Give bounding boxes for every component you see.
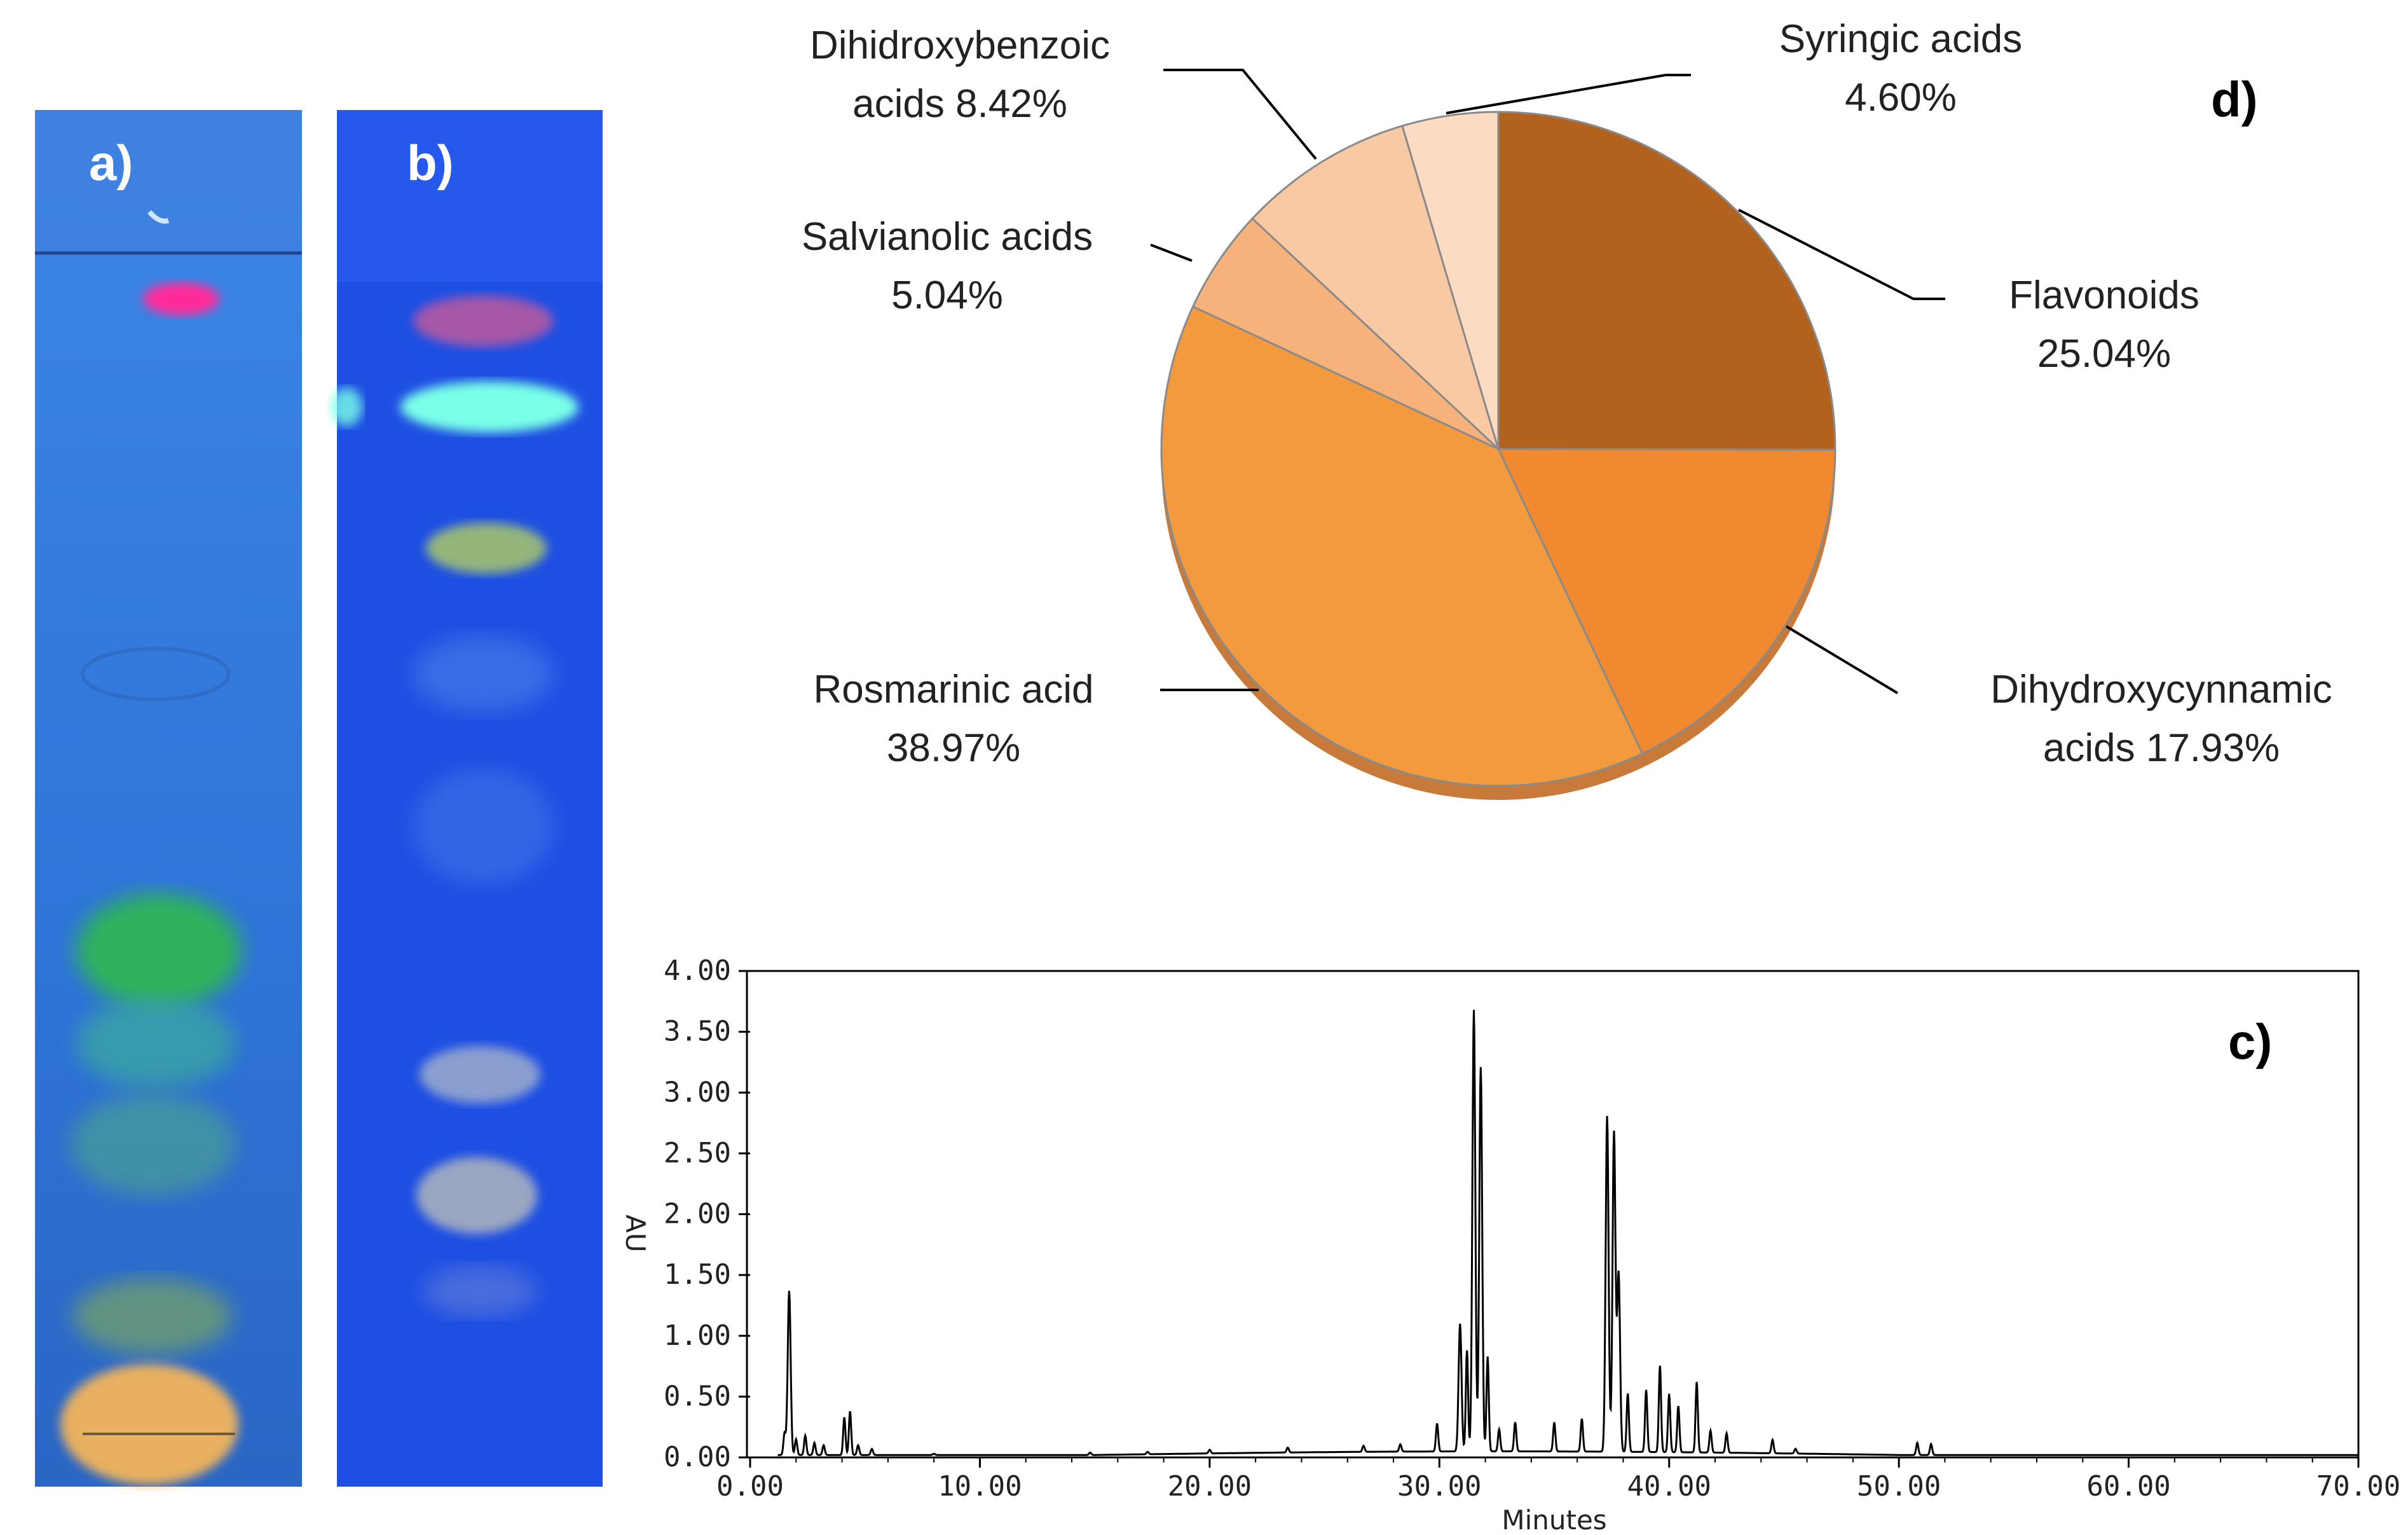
pie-leader-line (1150, 244, 1193, 262)
pie-label: Dihydroxycynnamic acids 17.93% (1990, 668, 2332, 770)
y-tick-label: 2.00 (664, 1198, 731, 1230)
plate-b-spot-faint-1 (413, 636, 553, 712)
plate-a-spot-olive (73, 1278, 232, 1354)
plate-a-spot-pink (143, 282, 219, 315)
plate-b-spot-cyan-edge (331, 388, 362, 426)
plate-b-spot-pink (413, 296, 553, 347)
y-axis-title: AU (620, 1215, 651, 1252)
plate-a-spot-green (76, 893, 242, 1008)
pie-label: Salvianolic acids 5.04% (802, 215, 1093, 317)
pie-slice-rosmarinic-acid (1160, 305, 1644, 787)
x-tick-label: 30.00 (1397, 1470, 1481, 1503)
panel-c-label: c) (2228, 1014, 2272, 1070)
y-tick-label: 1.50 (664, 1258, 731, 1291)
x-tick-label: 10.00 (938, 1470, 1022, 1503)
pie-label: Rosmarinic acid 38.97% (813, 668, 1093, 770)
plate-a-spot-teal-2 (70, 1094, 235, 1195)
chromatogram-trace (777, 1010, 2358, 1456)
pie-slice-dihidroxybenzoic-acids (1251, 125, 1501, 452)
x-tick-label: 20.00 (1168, 1470, 1252, 1503)
y-tick-label: 3.00 (664, 1076, 731, 1108)
pie-leader-line (1446, 74, 1691, 114)
pie-slice-flavonoids (1497, 111, 1837, 451)
pie-slice-salvianolic-acids (1191, 217, 1500, 450)
pie-label: Syringic acids 4.60% (1779, 17, 2022, 120)
x-tick-label: 40.00 (1627, 1470, 1711, 1503)
plate-a-background (35, 110, 302, 1487)
y-tick-label: 3.50 (664, 1015, 731, 1048)
pie-label: Flavonoids 25.04% (2009, 273, 2199, 376)
plate-a-spot-teal-1 (76, 998, 235, 1087)
plate-b-spot-faint-2 (413, 769, 553, 884)
pie-slice-dihydroxycynnamic-acids (1496, 448, 1837, 755)
pie-label: Dihidroxybenzoic acids 8.42% (810, 24, 1110, 126)
plot-frame (746, 970, 2360, 1459)
y-tick-label: 1.00 (664, 1319, 731, 1352)
pie-leader-line (1738, 209, 1945, 300)
pie-slice-syringic-acids (1401, 111, 1500, 450)
plate-b-top-band (337, 110, 603, 282)
y-tick-label: 2.50 (664, 1137, 731, 1169)
plate-a-top-band (35, 110, 302, 256)
panel-d-label: d) (2211, 71, 2258, 127)
plate-b-spot-cyan (400, 382, 578, 432)
panel-a-label: a) (89, 135, 133, 191)
pie-leader-line (1163, 69, 1317, 160)
plate-b-spot-grey-2 (416, 1157, 537, 1234)
plate-a-faint-ring (81, 647, 231, 701)
panel-b-label: b) (407, 135, 454, 191)
plate-b-spot-yellowgreen (426, 523, 547, 574)
chromatogram: AU Minutes 0.00 0.50 1.00 1.50 2.00 2.50 3.00 3… (620, 954, 2400, 1535)
y-tick-label: 0.50 (664, 1380, 731, 1412)
y-tick-label: 0.00 (664, 1441, 731, 1473)
tlc-plate-b: b) (331, 110, 603, 1487)
plate-a-spot-orange (60, 1364, 238, 1485)
x-tick-label: 70.00 (2316, 1470, 2400, 1503)
tlc-plate-a: a) (35, 110, 302, 1487)
x-axis-title: Minutes (1502, 1504, 1606, 1535)
plate-b-spot-grey-1 (420, 1046, 540, 1103)
x-tick-label: 50.00 (1857, 1470, 1941, 1503)
pie-leader-line (1785, 625, 1899, 694)
pie-chart: Flavonoids 25.04% Dihydroxycynnamic acids 1… (802, 17, 2332, 800)
plate-a-spot-small-mark (147, 210, 170, 224)
x-tick-label: 0.00 (716, 1470, 784, 1503)
y-tick-label: 4.00 (664, 954, 731, 987)
plate-b-spot-grey-3 (423, 1265, 537, 1316)
x-tick-label: 60.00 (2086, 1470, 2170, 1503)
